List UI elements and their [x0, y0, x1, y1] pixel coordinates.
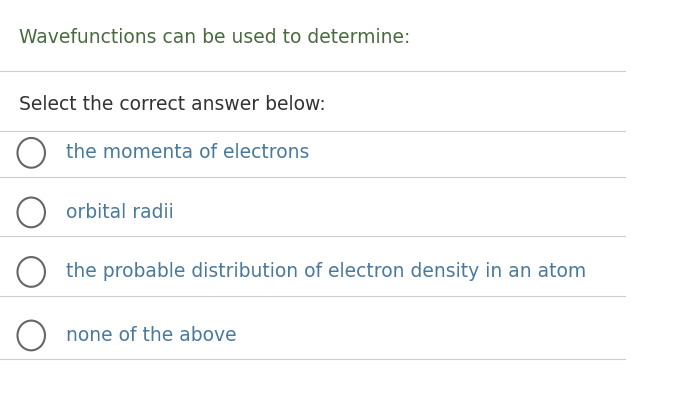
- Text: orbital radii: orbital radii: [66, 203, 173, 222]
- Text: Wavefunctions can be used to determine:: Wavefunctions can be used to determine:: [19, 28, 410, 47]
- Text: Select the correct answer below:: Select the correct answer below:: [19, 95, 325, 114]
- Text: the momenta of electrons: the momenta of electrons: [66, 143, 309, 162]
- Text: the probable distribution of electron density in an atom: the probable distribution of electron de…: [66, 262, 586, 281]
- Text: none of the above: none of the above: [66, 326, 236, 345]
